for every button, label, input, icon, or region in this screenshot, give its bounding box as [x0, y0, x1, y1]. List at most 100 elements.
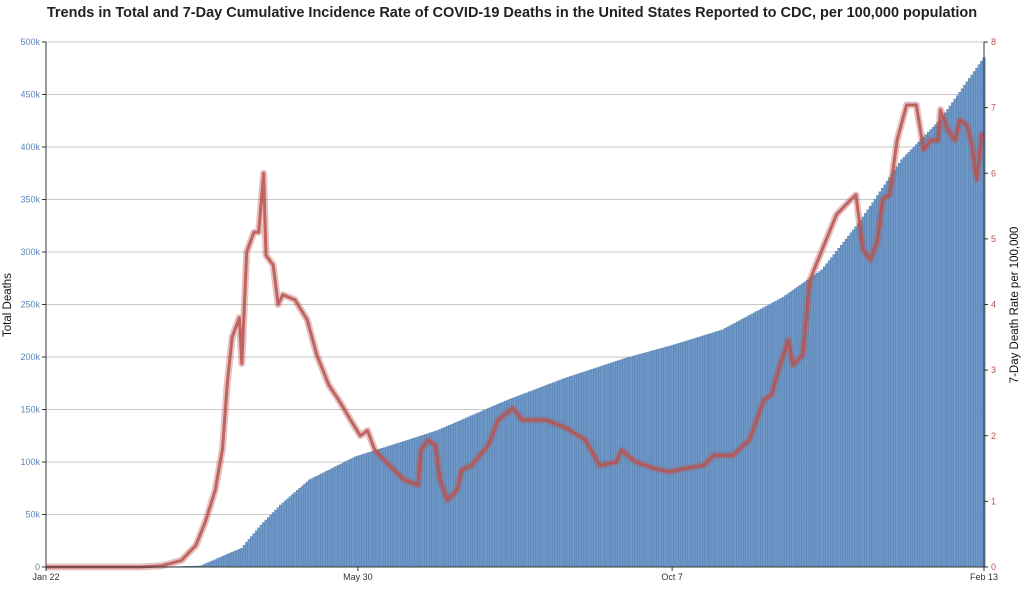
bar	[866, 209, 870, 568]
bar	[484, 409, 488, 568]
bar	[762, 307, 766, 568]
bar	[472, 414, 476, 568]
bar	[576, 373, 580, 568]
bar	[697, 337, 701, 568]
bar	[897, 162, 901, 568]
bar	[588, 369, 592, 568]
bar	[881, 188, 884, 568]
bar	[893, 170, 896, 568]
bar	[627, 357, 631, 568]
bar	[943, 112, 947, 568]
bar	[470, 415, 473, 568]
bar	[583, 371, 587, 568]
bar	[651, 350, 655, 568]
bar	[765, 306, 768, 568]
bar	[810, 276, 814, 568]
tick-label-left: 500k	[20, 37, 40, 47]
tick-label-right: 6	[991, 168, 996, 178]
bar	[842, 241, 846, 568]
bar	[552, 382, 556, 568]
bars-total-deaths	[47, 57, 986, 568]
bar	[233, 551, 236, 568]
bar	[216, 558, 220, 568]
bar	[310, 478, 314, 568]
bar	[685, 340, 689, 568]
bar	[757, 309, 761, 568]
bar	[283, 500, 287, 568]
tick-label-left: 250k	[20, 300, 40, 310]
bar	[939, 119, 942, 568]
bar	[719, 330, 722, 568]
bar	[373, 450, 377, 568]
bar	[769, 303, 773, 568]
bar	[593, 368, 597, 568]
bar	[465, 417, 469, 568]
bar	[569, 376, 573, 568]
bar	[714, 331, 718, 568]
bar	[581, 372, 585, 568]
bar	[767, 304, 771, 568]
bar	[694, 337, 698, 568]
bar	[240, 547, 244, 568]
bar	[670, 345, 674, 568]
y-axis-right-title: 7-Day Death Rate per 100,000	[1009, 227, 1021, 384]
bar	[337, 465, 340, 568]
bar	[467, 416, 471, 568]
bar	[329, 468, 333, 568]
bar	[861, 216, 865, 568]
bar	[578, 373, 582, 568]
tick-label-right: 2	[991, 431, 996, 441]
bar	[317, 474, 321, 568]
bar	[557, 380, 560, 568]
bar	[511, 398, 514, 568]
bar	[706, 334, 710, 568]
bar	[298, 488, 302, 568]
bar	[412, 438, 415, 568]
bar	[682, 341, 686, 568]
bar	[325, 471, 328, 568]
bar	[225, 554, 229, 568]
bar	[644, 352, 647, 568]
bar	[704, 334, 708, 568]
bar	[656, 349, 660, 568]
bar	[482, 410, 485, 568]
bar	[726, 326, 730, 568]
bar	[774, 300, 778, 568]
bar	[731, 324, 734, 568]
bar	[305, 481, 309, 568]
bar	[288, 496, 292, 568]
bar	[844, 238, 848, 568]
bar	[399, 442, 403, 568]
bar	[250, 536, 253, 568]
bar	[460, 419, 464, 568]
bar	[242, 545, 246, 568]
bar	[291, 494, 294, 568]
tick-label-left: 400k	[20, 142, 40, 152]
bar	[878, 191, 882, 568]
bar	[934, 124, 938, 568]
bar	[772, 302, 776, 568]
bar	[690, 339, 693, 568]
bar	[542, 386, 546, 568]
bar	[796, 286, 800, 568]
bar	[474, 413, 478, 568]
bar	[931, 126, 935, 568]
bar	[516, 396, 519, 568]
bar	[680, 342, 684, 568]
bar	[779, 298, 783, 568]
bar	[837, 248, 841, 568]
bar	[513, 397, 517, 568]
bar	[228, 553, 232, 568]
bar	[235, 550, 239, 568]
bar	[736, 321, 739, 568]
bar	[919, 139, 923, 568]
bar	[380, 448, 384, 568]
bar	[397, 442, 401, 568]
tick-label-x: Oct 7	[661, 572, 683, 582]
bar	[760, 308, 763, 568]
bar	[368, 451, 372, 568]
bar	[479, 411, 483, 568]
bar	[941, 116, 945, 568]
bar	[864, 213, 867, 568]
bar	[830, 257, 834, 568]
